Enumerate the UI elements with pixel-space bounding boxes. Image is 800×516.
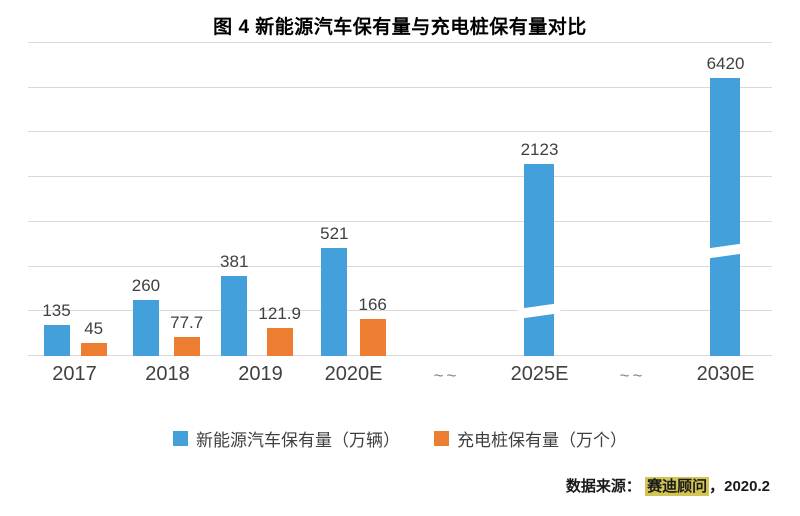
bar-group-2025E: 2123 — [493, 139, 586, 356]
value-label: 381 — [220, 251, 249, 271]
x-axis-label-~~: ~~ — [619, 366, 646, 385]
bar-group-2019: 381 121.9 — [214, 252, 307, 356]
source-highlight: 赛迪顾问 — [645, 477, 710, 496]
source-suffix: ，2020.2 — [709, 478, 770, 495]
gridline — [28, 131, 772, 133]
source-prefix: 数据来源： — [565, 478, 646, 495]
x-axis-label-2017: 2017 — [52, 363, 97, 385]
gridlines — [28, 42, 772, 356]
legend-item-nev: 新能源汽车保有量（万辆） — [173, 426, 400, 451]
gridline — [28, 265, 772, 267]
legend-swatch-orange-icon — [434, 431, 449, 446]
x-axis: 2017 2018 2019 2020E ~~ 2025E ~~ 2030E — [28, 356, 772, 386]
gridline — [28, 220, 772, 222]
legend-swatch-blue-icon — [173, 431, 188, 446]
x-axis-label-2020E: 2020E — [324, 363, 383, 385]
x-axis-label-2018: 2018 — [145, 363, 190, 385]
value-label: 166 — [358, 294, 387, 314]
value-label: 77.7 — [170, 312, 204, 332]
x-axis-label-2030E: 2030E — [696, 363, 755, 385]
x-axis-label-~~: ~~ — [433, 366, 460, 385]
bar-with-label: 6420 — [703, 53, 747, 356]
axis-break-mark — [703, 243, 747, 259]
legend-label-charger: 充电桩保有量（万个） — [457, 431, 627, 450]
charger-ownership-bar — [173, 336, 200, 356]
plot-area: 135 45 260 77.7 381 121.9 521 166 2123 6420 — [28, 42, 772, 356]
bar-with-label: 45 — [80, 319, 107, 356]
value-label: 6420 — [706, 53, 745, 73]
value-label: 260 — [131, 276, 161, 295]
bar-with-label: 121.9 — [258, 304, 301, 356]
bar-with-label: 2123 — [517, 139, 561, 356]
charger-ownership-bar — [359, 318, 386, 356]
chart-title: 图 4 新能源汽车保有量与充电桩保有量对比 — [213, 17, 587, 38]
chart-legend: 新能源汽车保有量（万辆） 充电桩保有量（万个） — [0, 426, 800, 451]
value-label: 521 — [320, 223, 349, 243]
bar-with-label: 77.7 — [170, 312, 204, 356]
bar-with-label: 521 — [320, 223, 349, 356]
value-label: 135 — [42, 301, 71, 320]
bar-with-label: 260 — [132, 276, 160, 356]
value-label: 121.9 — [258, 303, 301, 323]
data-source: 数据来源： 赛迪顾问 ，2020.2 — [0, 475, 800, 496]
gridline — [28, 355, 772, 356]
nev-ownership-bar — [321, 247, 348, 356]
legend-label-nev: 新能源汽车保有量（万辆） — [196, 431, 400, 450]
bar-groups: 135 45 260 77.7 381 121.9 521 166 2123 6420 — [28, 43, 772, 356]
bar-with-label: 135 — [42, 301, 71, 356]
legend-item-charger: 充电桩保有量（万个） — [434, 426, 627, 451]
value-label: 2123 — [520, 139, 559, 159]
bar-with-label: 166 — [359, 295, 387, 356]
bar-group-2017: 135 45 — [28, 301, 121, 356]
nev-ownership-bar — [703, 77, 747, 356]
gridline — [28, 42, 772, 43]
charger-ownership-bar — [80, 343, 107, 356]
bar-group-2018: 260 77.7 — [121, 276, 214, 356]
x-axis-label-2019: 2019 — [238, 363, 283, 385]
charger-ownership-bar — [266, 327, 293, 356]
gridline — [28, 310, 772, 312]
value-label: 45 — [84, 319, 104, 338]
bar-with-label: 381 — [220, 252, 248, 356]
nev-ownership-bar — [43, 325, 70, 356]
nev-ownership-bar — [517, 163, 561, 356]
x-axis-label-2025E: 2025E — [510, 363, 569, 385]
nev-ownership-bar — [132, 300, 159, 356]
bar-group-2020E: 521 166 — [307, 224, 400, 356]
gridline — [28, 176, 772, 178]
gridline — [28, 86, 772, 88]
nev-ownership-bar — [221, 275, 248, 356]
axis-break-mark — [517, 303, 561, 319]
bar-group-2030E: 6420 — [679, 54, 772, 356]
